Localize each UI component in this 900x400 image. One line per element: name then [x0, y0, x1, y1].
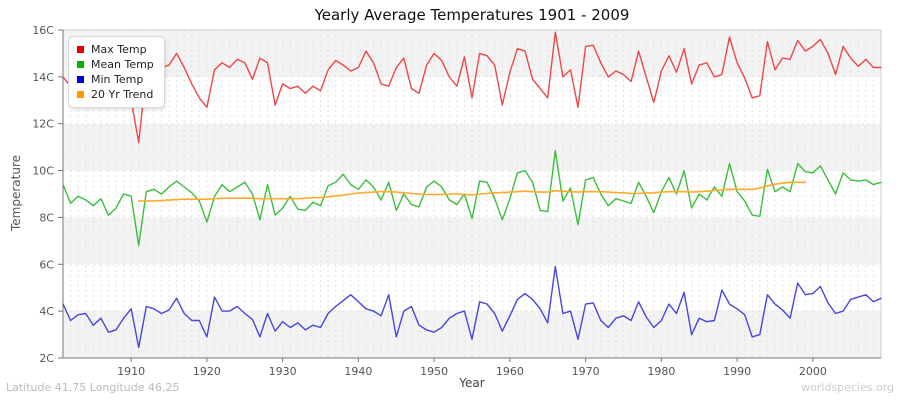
x-tick-label: 1910	[117, 365, 145, 378]
y-tick-label: 16C	[32, 24, 54, 37]
x-tick-label: 2000	[799, 365, 827, 378]
legend-swatch-min-temp	[77, 76, 84, 83]
y-tick-label: 4C	[39, 305, 54, 318]
plot-band	[63, 170, 881, 218]
x-axis-title: Year	[459, 376, 485, 390]
legend-label-mean-temp: Mean Temp	[91, 58, 154, 71]
legend-swatch-mean-temp	[77, 61, 84, 68]
legend-item-20yr-trend: 20 Yr Trend	[77, 87, 154, 102]
plot-band	[63, 30, 881, 77]
legend-label-min-temp: Min Temp	[91, 73, 144, 86]
chart-title: Yearly Average Temperatures 1901 - 2009	[314, 6, 630, 24]
y-tick-label: 14C	[32, 71, 54, 84]
x-tick-label: 1920	[193, 365, 221, 378]
legend-swatch-20yr-trend	[77, 91, 84, 98]
legend-box: Max Temp Mean Temp Min Temp 20 Yr Trend	[68, 36, 165, 108]
legend-label-max-temp: Max Temp	[91, 43, 147, 56]
x-tick-label: 1950	[420, 365, 448, 378]
y-tick-label: 8C	[39, 211, 54, 224]
series-min-temp	[62, 265, 882, 349]
y-axis-title: Temperature	[9, 155, 23, 232]
y-tick-label: 12C	[32, 118, 54, 131]
series-mean-temp	[62, 149, 882, 247]
x-tick-label: 1980	[647, 365, 675, 378]
footer-coordinates: Latitude 41.75 Longitude 46.25	[6, 381, 180, 394]
x-tick-label: 1940	[344, 365, 372, 378]
legend-label-20yr-trend: 20 Yr Trend	[91, 88, 154, 101]
y-tick-label: 10C	[32, 165, 54, 178]
x-tick-label: 1960	[496, 365, 524, 378]
x-tick-label: 1990	[723, 365, 751, 378]
legend-item-max-temp: Max Temp	[77, 42, 154, 57]
x-tick-label: 1970	[572, 365, 600, 378]
legend-swatch-max-temp	[77, 46, 84, 53]
legend-item-mean-temp: Mean Temp	[77, 57, 154, 72]
x-tick-label: 1930	[269, 365, 297, 378]
y-tick-label: 2C	[39, 352, 54, 365]
series-max-temp	[62, 31, 882, 144]
plot-band	[63, 264, 881, 312]
y-tick-label: 6C	[39, 258, 54, 271]
legend-item-min-temp: Min Temp	[77, 72, 154, 87]
series-20-yr-trend	[137, 181, 807, 202]
footer-site-credit: worldspecies.org	[801, 381, 894, 394]
